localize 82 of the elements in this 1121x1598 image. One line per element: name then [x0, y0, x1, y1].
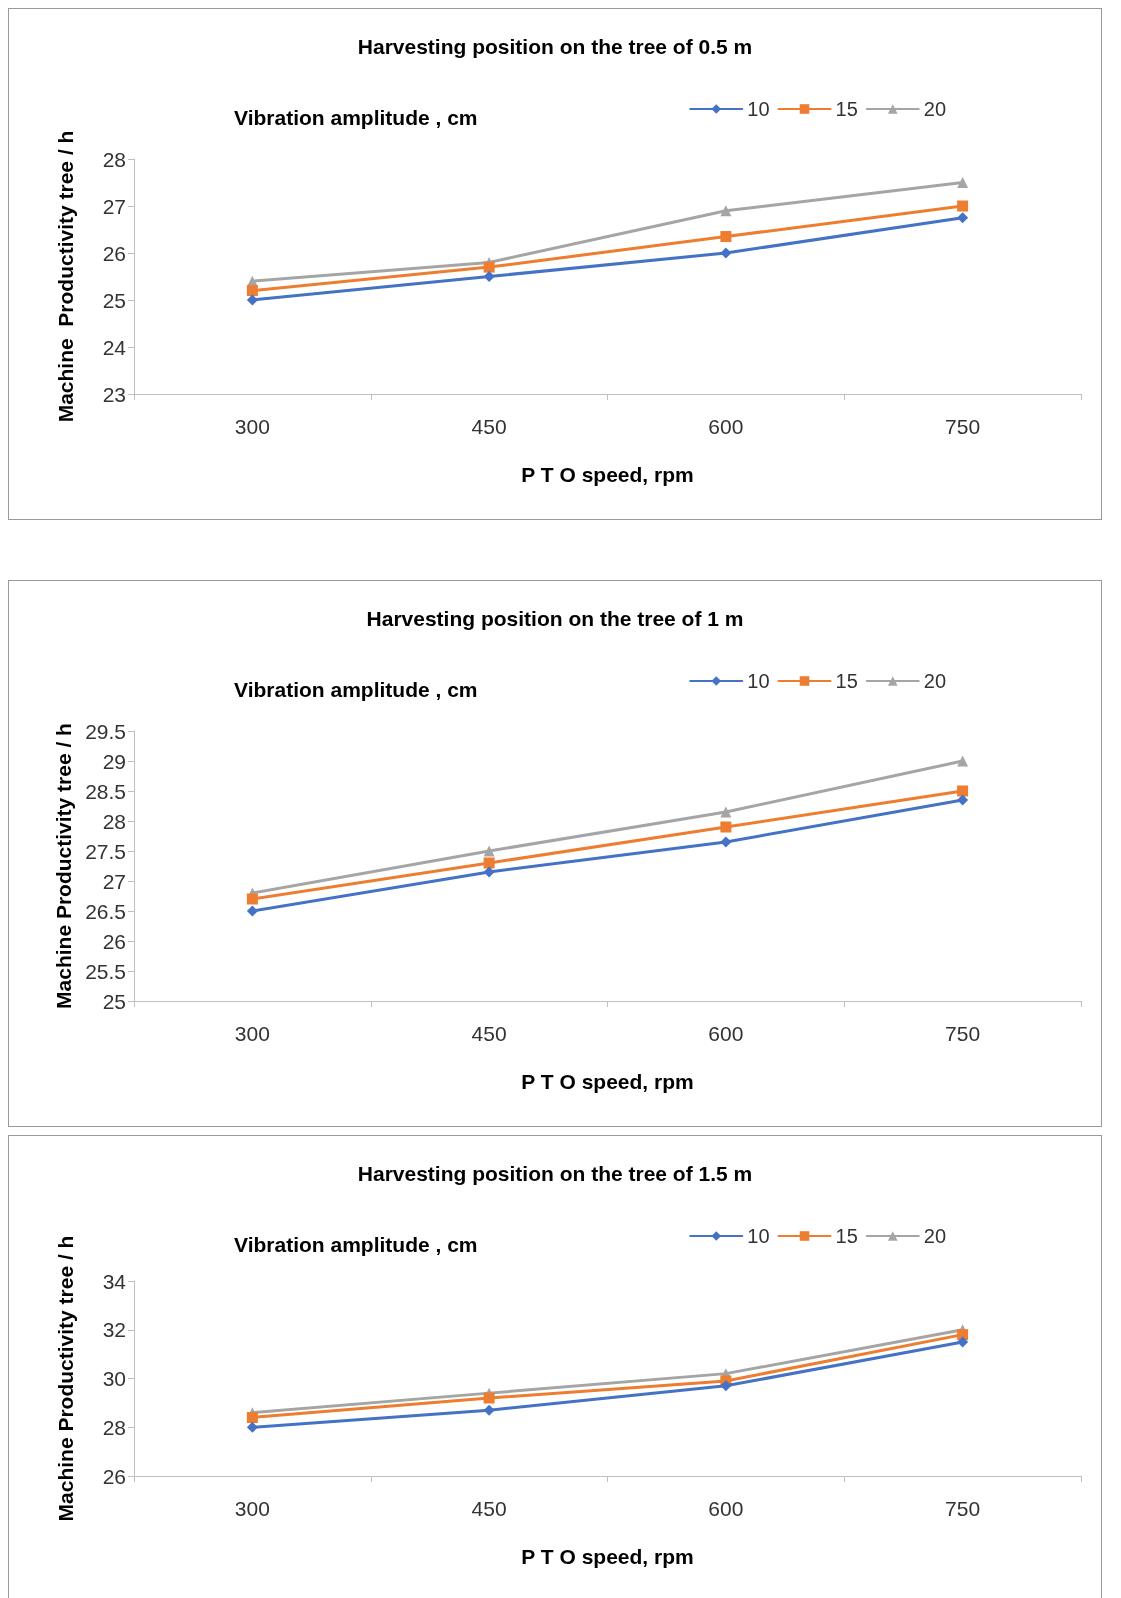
- y-tick-label: 25: [102, 288, 126, 312]
- y-tick-label: 25: [102, 989, 126, 1013]
- chart-title: Harvesting position on the tree of 0.5 m: [357, 35, 753, 58]
- y-tick-label: 25.5: [85, 959, 126, 983]
- x-tick-label: 300: [234, 1497, 270, 1520]
- point: [483, 845, 495, 857]
- x-tick-label: 600: [708, 1497, 744, 1520]
- point: [720, 247, 732, 259]
- y-tick-label: 32: [102, 1318, 126, 1342]
- point: [957, 1329, 969, 1341]
- point: [957, 755, 969, 767]
- y-tick-label: 27.5: [85, 839, 126, 863]
- x-axis-title: P T O speed, rpm: [521, 1070, 694, 1093]
- y-tick-label: 28: [102, 809, 126, 833]
- point: [246, 294, 258, 306]
- point: [483, 866, 495, 878]
- x-tick-label: 750: [945, 1022, 981, 1045]
- y-tick-label: 24: [102, 335, 127, 359]
- y-tick-label: 29: [102, 749, 126, 773]
- point: [246, 893, 258, 905]
- point: [720, 806, 732, 818]
- y-axis-title: Machine Productivity tree / h: [54, 130, 77, 423]
- legend-label: 10: [747, 670, 770, 692]
- y-tick-label: 23: [102, 382, 126, 406]
- chart-title: Harvesting position on the tree of 1.5 m: [357, 1162, 753, 1185]
- y-tick-label: 29.5: [85, 719, 126, 743]
- point: [957, 200, 969, 212]
- x-tick-label: 750: [945, 1497, 981, 1520]
- point: [720, 836, 732, 848]
- legend-title: Vibration amplitude , cm: [234, 678, 478, 701]
- x-tick-label: 300: [234, 1022, 270, 1045]
- point: [957, 1336, 969, 1348]
- legend-label: 20: [923, 98, 946, 120]
- point: [720, 1380, 732, 1392]
- y-axis-title: Machine Productivity tree / h: [52, 723, 76, 1009]
- point: [246, 1421, 258, 1433]
- point: [483, 1392, 495, 1404]
- point: [483, 261, 495, 273]
- legend-label: 15: [835, 670, 858, 692]
- x-tick-label: 450: [471, 415, 507, 438]
- legend-label: 10: [747, 98, 770, 120]
- x-tick-label: 450: [471, 1497, 507, 1520]
- point: [720, 231, 732, 243]
- point: [246, 905, 258, 917]
- x-tick-label: 450: [471, 1022, 507, 1045]
- y-tick-label: 34: [102, 1269, 127, 1293]
- x-tick-label: 600: [708, 415, 744, 438]
- y-axis-title: Machine Productivity tree / h: [54, 1235, 77, 1522]
- point: [720, 821, 732, 833]
- y-tick-label: 30: [102, 1367, 126, 1390]
- point: [483, 1404, 495, 1416]
- y-tick-label: 26.5: [85, 899, 126, 923]
- y-tick-label: 27: [102, 194, 126, 218]
- point: [957, 177, 969, 188]
- point: [483, 857, 495, 869]
- x-axis-title: P T O speed, rpm: [521, 463, 694, 486]
- legend-title: Vibration amplitude , cm: [234, 1233, 478, 1256]
- point: [483, 271, 495, 282]
- point: [246, 285, 258, 297]
- y-tick-label: 26: [102, 929, 126, 953]
- point: [957, 212, 969, 224]
- y-tick-label: 28: [102, 147, 126, 171]
- point: [246, 1412, 258, 1423]
- x-tick-label: 300: [234, 415, 270, 438]
- y-tick-label: 28: [102, 1415, 126, 1439]
- legend-title: Vibration amplitude , cm: [234, 106, 478, 129]
- y-tick-label: 26: [102, 241, 126, 265]
- legend-label: 20: [923, 670, 946, 692]
- x-tick-label: 750: [945, 415, 981, 438]
- legend-label: 10: [747, 1225, 770, 1247]
- x-tick-label: 600: [708, 1022, 744, 1045]
- point: [957, 794, 969, 806]
- y-tick-label: 26: [102, 1464, 126, 1488]
- point: [720, 205, 732, 217]
- chart-title: Harvesting position on the tree of 1 m: [366, 607, 744, 630]
- point: [957, 785, 969, 797]
- legend-label: 20: [923, 1225, 946, 1247]
- y-tick-label: 28.5: [85, 779, 126, 803]
- legend-label: 15: [835, 98, 858, 120]
- legend-label: 15: [835, 1225, 858, 1247]
- x-axis-title: P T O speed, rpm: [521, 1545, 694, 1568]
- y-tick-label: 27: [102, 869, 126, 893]
